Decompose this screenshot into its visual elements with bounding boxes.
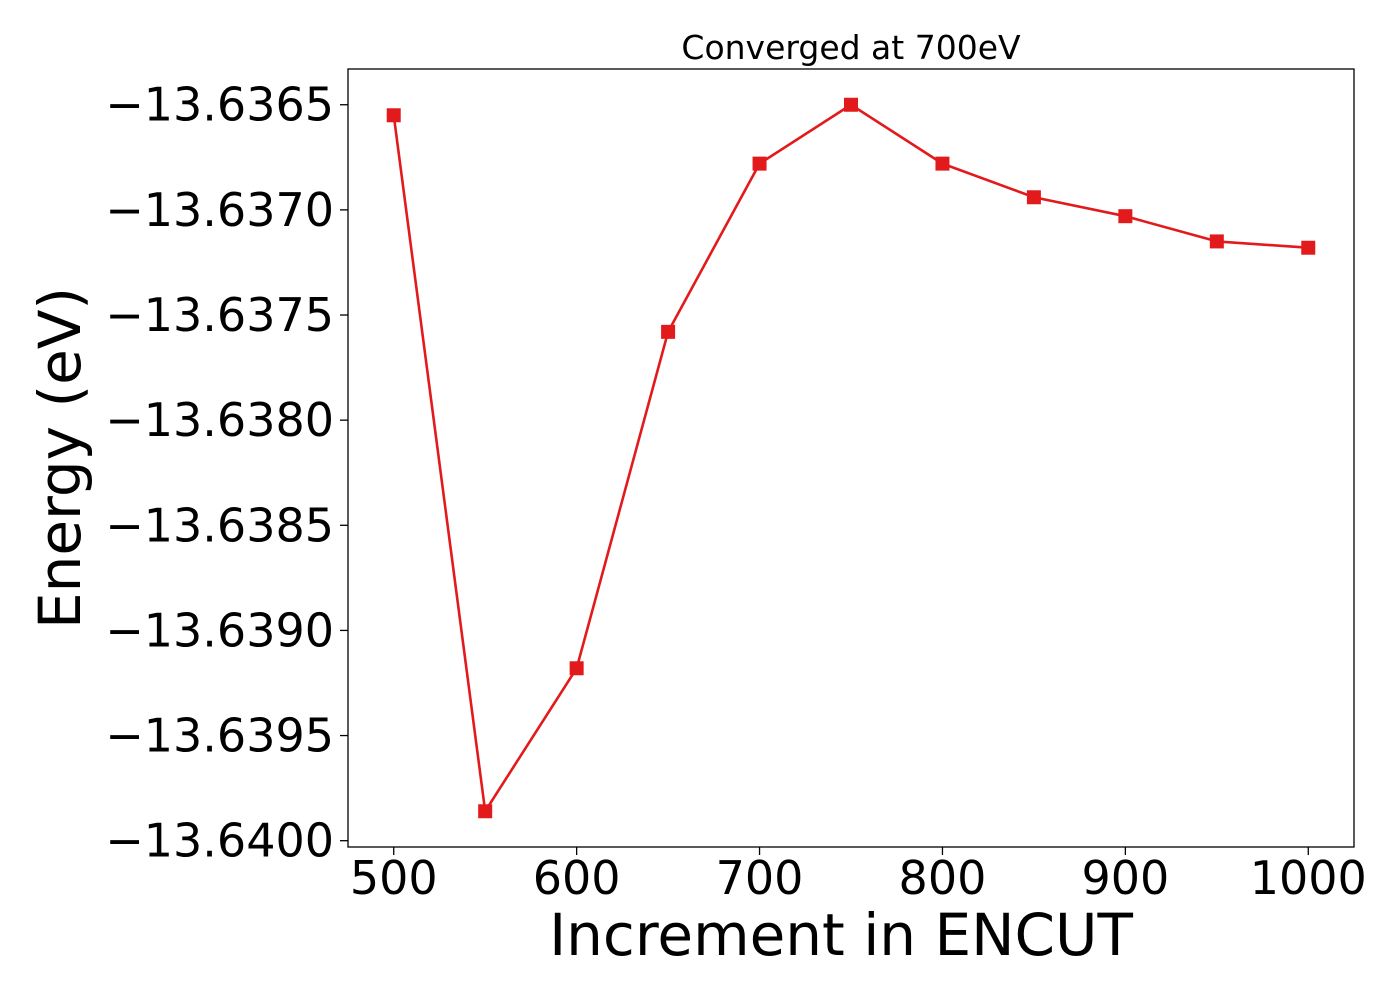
- data-point-marker: [1209, 234, 1224, 249]
- data-point-marker: [478, 804, 493, 819]
- x-tick-label: 1000: [1250, 851, 1367, 905]
- plot-layer: [386, 97, 1316, 819]
- chart-title: Converged at 700eV: [681, 28, 1021, 67]
- data-point-marker: [752, 156, 767, 171]
- x-axis-ticks: 500 600 700 800 900 1000: [350, 847, 1367, 905]
- y-tick-label: −13.6390: [105, 603, 334, 657]
- y-tick-label: −13.6395: [105, 709, 334, 763]
- y-axis-title: Energy (eV): [26, 287, 94, 629]
- y-tick-label: −13.6365: [105, 78, 334, 132]
- data-point-marker: [661, 324, 676, 339]
- data-point-marker: [1026, 190, 1041, 205]
- data-point-marker: [386, 108, 401, 123]
- x-tick-label: 700: [716, 851, 804, 905]
- y-axis-ticks: −13.6365 −13.6370 −13.6375 −13.6380 −13.6385…: [105, 78, 348, 868]
- data-point-marker: [1118, 209, 1133, 224]
- plot-frame: [347, 68, 1355, 848]
- y-tick-label: −13.6375: [105, 288, 334, 342]
- data-point-marker: [935, 156, 950, 171]
- x-tick-label: 900: [1081, 851, 1169, 905]
- x-tick-label: 600: [533, 851, 621, 905]
- data-point-marker: [844, 97, 858, 112]
- y-tick-label: −13.6385: [105, 498, 334, 552]
- data-point-marker: [1301, 240, 1316, 255]
- x-tick-label: 800: [899, 851, 987, 905]
- y-tick-label: −13.6400: [105, 814, 334, 868]
- x-axis-title: Increment in ENCUT: [549, 901, 1133, 969]
- y-tick-label: −13.6380: [105, 393, 334, 447]
- data-point-marker: [569, 661, 584, 676]
- y-tick-label: −13.6370: [105, 183, 334, 237]
- x-tick-label: 500: [350, 851, 438, 905]
